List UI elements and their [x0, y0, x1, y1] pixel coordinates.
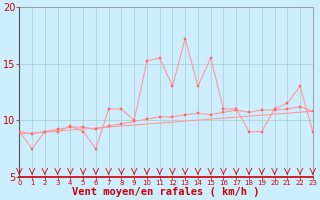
X-axis label: Vent moyen/en rafales ( km/h ): Vent moyen/en rafales ( km/h ): [72, 187, 260, 197]
